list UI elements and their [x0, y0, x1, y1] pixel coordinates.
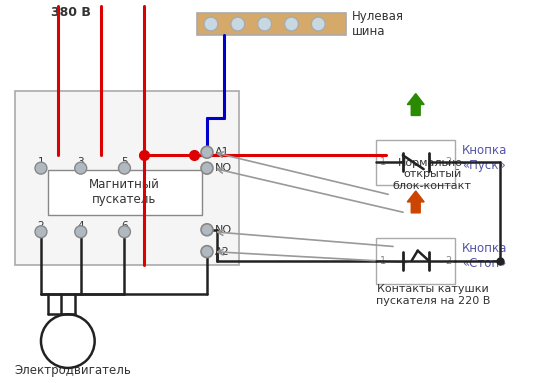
Text: Кнопка
«Пуск»: Кнопка «Пуск»	[462, 144, 507, 172]
Text: 380 В: 380 В	[51, 6, 91, 19]
Text: 6: 6	[121, 221, 128, 231]
Circle shape	[201, 146, 213, 158]
Circle shape	[119, 162, 131, 174]
Text: Магнитный
пускатель: Магнитный пускатель	[89, 178, 160, 206]
Circle shape	[75, 226, 87, 238]
Bar	[376, 140, 455, 185]
Circle shape	[35, 226, 47, 238]
Circle shape	[204, 17, 218, 31]
Text: NO: NO	[215, 225, 232, 235]
Circle shape	[201, 162, 213, 174]
Text: 2: 2	[445, 157, 452, 167]
Circle shape	[201, 246, 213, 258]
Circle shape	[258, 17, 272, 31]
Text: Нулевая
шина: Нулевая шина	[352, 10, 404, 38]
Text: 1: 1	[37, 157, 44, 167]
Text: Нормально-
открытый
блок-контакт: Нормально- открытый блок-контакт	[393, 158, 472, 191]
Circle shape	[231, 17, 244, 31]
Circle shape	[75, 162, 87, 174]
Text: 2: 2	[37, 221, 44, 231]
Circle shape	[41, 314, 95, 368]
Text: 1: 1	[380, 157, 386, 167]
FancyArrow shape	[407, 93, 424, 115]
Bar	[15, 91, 239, 265]
Circle shape	[311, 17, 325, 31]
Text: A1: A1	[215, 147, 230, 157]
Bar	[376, 238, 455, 285]
Text: M: M	[58, 332, 78, 350]
Text: A2: A2	[215, 247, 230, 257]
Circle shape	[119, 226, 131, 238]
Text: Электродвигатель: Электродвигатель	[14, 364, 131, 377]
Text: 5: 5	[121, 157, 128, 167]
Bar	[197, 13, 346, 35]
Text: NO: NO	[215, 163, 232, 173]
Text: 2: 2	[445, 255, 452, 266]
Circle shape	[201, 224, 213, 236]
FancyArrow shape	[407, 191, 424, 213]
Text: Контакты катушки
пускателя на 220 В: Контакты катушки пускателя на 220 В	[376, 285, 491, 306]
Text: Кнопка
«Стоп»: Кнопка «Стоп»	[462, 242, 507, 270]
Circle shape	[285, 17, 299, 31]
Text: 1: 1	[380, 255, 386, 266]
Circle shape	[35, 162, 47, 174]
Bar	[48, 170, 202, 215]
Text: 3: 3	[78, 157, 84, 167]
Text: 4: 4	[78, 221, 84, 231]
